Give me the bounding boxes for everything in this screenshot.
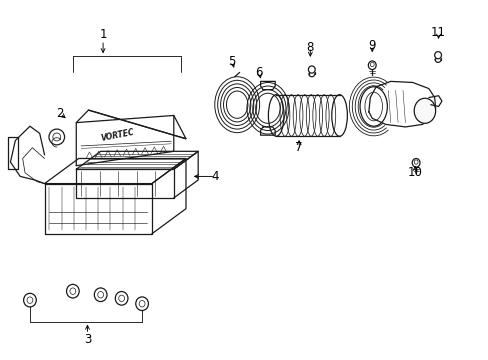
- Text: 2: 2: [56, 107, 64, 120]
- Ellipse shape: [66, 284, 79, 298]
- Ellipse shape: [413, 98, 435, 123]
- Text: 7: 7: [295, 141, 302, 154]
- Text: 5: 5: [228, 55, 236, 68]
- Ellipse shape: [115, 292, 128, 305]
- Text: 10: 10: [407, 166, 422, 179]
- Ellipse shape: [94, 288, 107, 302]
- Text: 8: 8: [306, 41, 313, 54]
- Text: 9: 9: [368, 39, 375, 52]
- Ellipse shape: [23, 293, 36, 307]
- Text: 3: 3: [83, 333, 91, 346]
- Ellipse shape: [136, 297, 148, 311]
- Text: VORTEC: VORTEC: [100, 127, 135, 143]
- Text: 1: 1: [99, 28, 106, 41]
- Text: 6: 6: [255, 66, 263, 79]
- Text: 11: 11: [430, 27, 445, 40]
- Text: 4: 4: [211, 170, 219, 183]
